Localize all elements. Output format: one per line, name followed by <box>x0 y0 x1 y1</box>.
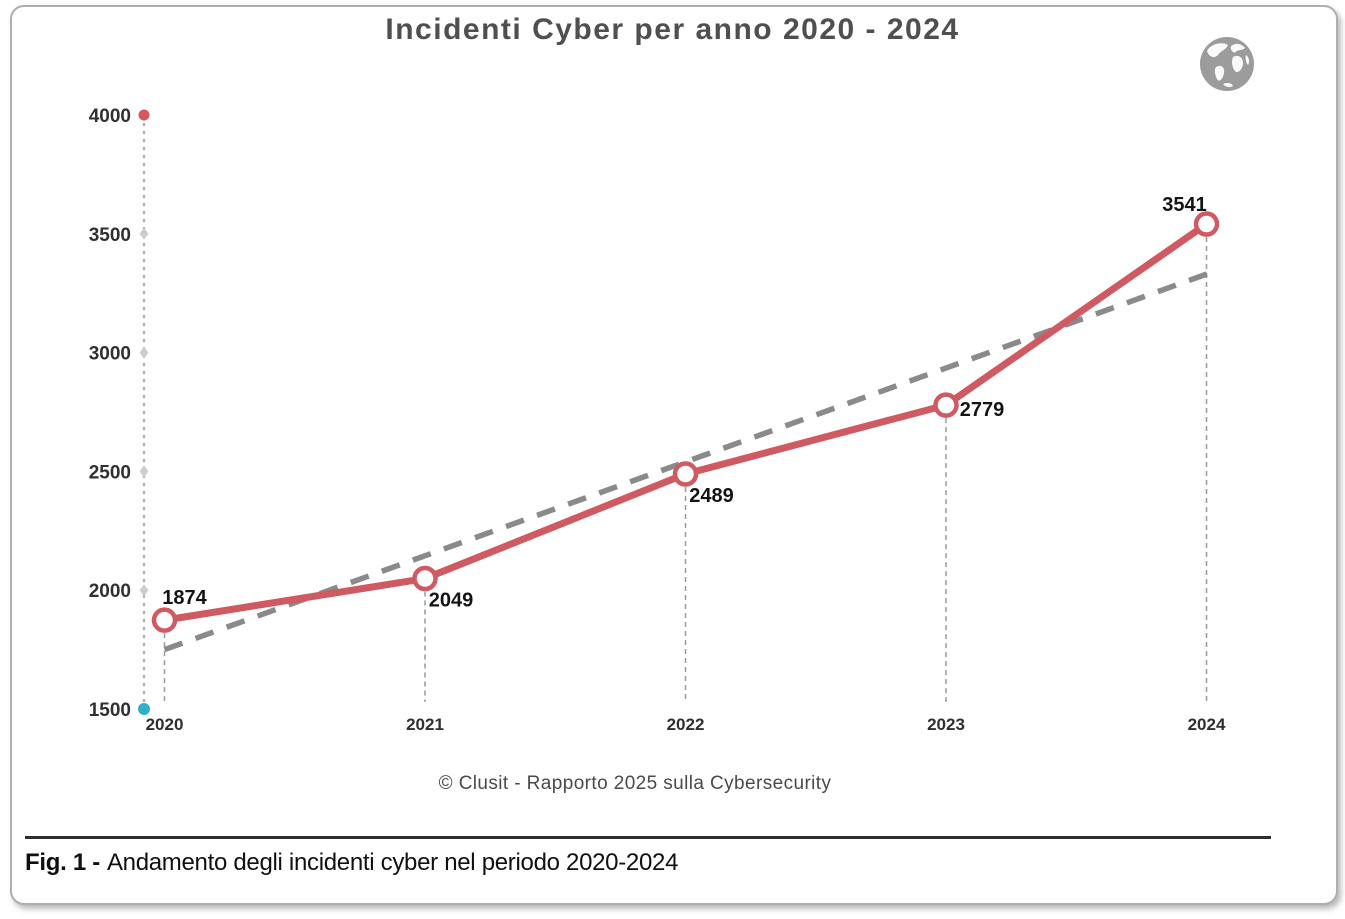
y-tick-label-3500: 3500 <box>89 225 131 246</box>
globe-icon <box>1197 34 1257 94</box>
data-point-2022 <box>672 461 699 487</box>
figure-caption: Fig. 1 - Andamento degli incidenti cyber … <box>25 849 678 877</box>
y-tick-label-2000: 2000 <box>89 581 131 602</box>
y-tick-label-1500: 1500 <box>89 700 131 721</box>
figure-label: Fig. 1 - <box>25 849 100 876</box>
trend-line <box>163 266 1221 653</box>
figure-frame <box>10 5 1338 905</box>
y-tick-label-2500: 2500 <box>89 462 131 483</box>
data-label-2023: 2779 <box>960 399 1005 421</box>
y-tick-diamond <box>139 584 149 597</box>
x-tick-label-2024: 2024 <box>1188 715 1226 734</box>
data-label-2022: 2489 <box>689 485 734 507</box>
data-point-2020 <box>151 607 178 633</box>
chart-title: Incidenti Cyber per anno 2020 - 2024 <box>385 13 960 46</box>
data-point-2021 <box>412 565 438 592</box>
x-tick-label-2020: 2020 <box>146 715 184 734</box>
data-label-2021: 2049 <box>429 590 474 612</box>
y-tick-diamond <box>139 346 149 359</box>
data-label-2024: 3541 <box>1162 194 1207 216</box>
caption-divider <box>25 836 1271 839</box>
data-label-2020: 1874 <box>162 587 207 609</box>
x-tick-label-2023: 2023 <box>927 715 965 734</box>
y-axis-top-dot <box>138 109 150 121</box>
y-tick-label-3000: 3000 <box>89 344 131 365</box>
y-tick-diamond <box>139 465 149 478</box>
y-axis-bottom-dot <box>138 703 150 715</box>
source-caption: © Clusit - Rapporto 2025 sulla Cybersecu… <box>438 773 832 794</box>
x-tick-label-2022: 2022 <box>667 715 705 734</box>
y-tick-diamond <box>139 227 149 240</box>
x-tick-label-2021: 2021 <box>406 715 444 734</box>
y-tick-label-4000: 4000 <box>89 106 131 127</box>
data-point-2023 <box>933 392 959 418</box>
figure-caption-text: Andamento degli incidenti cyber nel peri… <box>106 849 679 876</box>
data-point-2024 <box>1193 211 1220 237</box>
